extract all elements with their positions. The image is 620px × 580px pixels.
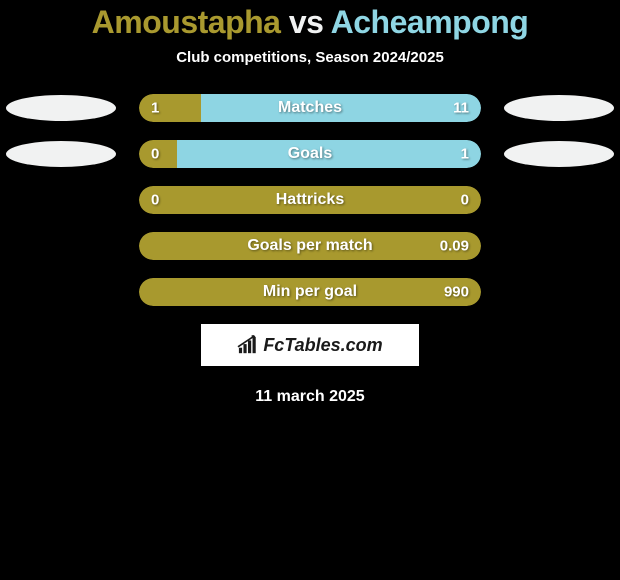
player2-value: 0: [461, 192, 469, 209]
stat-bar: 01Goals: [139, 140, 481, 168]
player2-oval: [504, 95, 614, 121]
source-logo-box: FcTables.com: [201, 324, 419, 366]
stat-bar: 111Matches: [139, 94, 481, 122]
player1-value: 0: [151, 146, 159, 163]
stat-row: 0.09Goals per match: [0, 232, 620, 260]
date-text: 11 march 2025: [0, 388, 620, 406]
player2-value: 990: [444, 284, 469, 301]
player2-segment: [201, 94, 481, 122]
player2-segment: [177, 140, 481, 168]
subtitle: Club competitions, Season 2024/2025: [0, 49, 620, 66]
source-logo-text: FcTables.com: [263, 335, 382, 356]
player2-value: 1: [461, 146, 469, 163]
stat-row: 01Goals: [0, 140, 620, 168]
player1-segment: [139, 94, 201, 122]
page-title: Amoustapha vs Acheampong: [0, 4, 620, 41]
stat-bar: 00Hattricks: [139, 186, 481, 214]
vs-text: vs: [289, 4, 324, 40]
player1-segment: [139, 186, 481, 214]
stats-rows: 111Matches01Goals00Hattricks0.09Goals pe…: [0, 94, 620, 306]
player1-segment: [139, 278, 481, 306]
stat-row: 00Hattricks: [0, 186, 620, 214]
player1-value: 1: [151, 100, 159, 117]
player2-name: Acheampong: [331, 4, 529, 40]
player1-value: 0: [151, 192, 159, 209]
player1-oval: [6, 141, 116, 167]
stat-row: 111Matches: [0, 94, 620, 122]
stat-bar: 990Min per goal: [139, 278, 481, 306]
player2-value: 0.09: [440, 238, 469, 255]
player2-oval: [504, 141, 614, 167]
player2-value: 11: [453, 100, 469, 117]
stat-bar: 0.09Goals per match: [139, 232, 481, 260]
player1-segment: [139, 232, 481, 260]
player1-oval: [6, 95, 116, 121]
stat-row: 990Min per goal: [0, 278, 620, 306]
comparison-infographic: Amoustapha vs Acheampong Club competitio…: [0, 0, 620, 406]
player1-name: Amoustapha: [92, 4, 281, 40]
bar-chart-icon: [237, 335, 259, 355]
